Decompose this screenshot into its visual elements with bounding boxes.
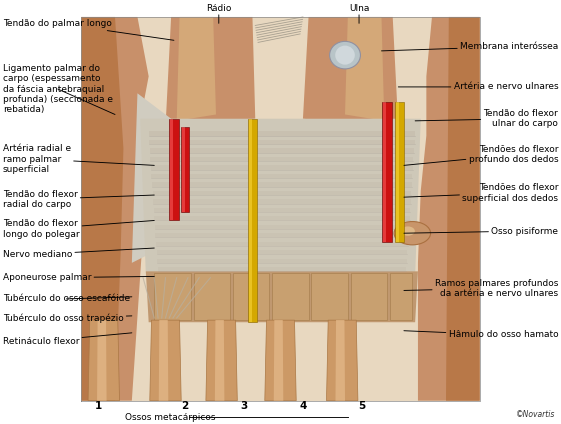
Polygon shape [97, 320, 107, 401]
Polygon shape [327, 320, 358, 401]
Bar [155, 233, 408, 237]
Text: Tendões do flexor
superficial dos dedos: Tendões do flexor superficial dos dedos [404, 183, 558, 203]
Bar [149, 140, 415, 144]
Bar [351, 273, 387, 320]
Text: Nervo mediano: Nervo mediano [3, 248, 154, 259]
Text: Hâmulo do osso hamato: Hâmulo do osso hamato [404, 330, 558, 340]
Polygon shape [140, 119, 421, 276]
Polygon shape [443, 17, 480, 401]
Text: 5: 5 [358, 401, 365, 411]
Polygon shape [215, 320, 224, 401]
Polygon shape [81, 17, 151, 401]
Polygon shape [418, 17, 480, 401]
Text: 4: 4 [299, 401, 307, 411]
Text: Tendão do palmar longo: Tendão do palmar longo [3, 19, 174, 40]
Bar [153, 191, 411, 195]
Polygon shape [81, 17, 123, 401]
Text: 2: 2 [182, 401, 188, 411]
Polygon shape [335, 320, 345, 401]
Text: 1: 1 [95, 401, 102, 411]
Polygon shape [177, 17, 216, 121]
Text: Ramos palmares profundos
da artéria e nervo ulnares: Ramos palmares profundos da artéria e ne… [404, 279, 558, 298]
Text: Tubérculo do osso trapézio: Tubérculo do osso trapézio [3, 313, 132, 323]
Text: Ulna: Ulna [349, 4, 369, 13]
Text: Tendões do flexor
profundo dos dedos: Tendões do flexor profundo dos dedos [404, 145, 558, 165]
Text: Tubérculo do osso escafóide: Tubérculo do osso escafóide [3, 294, 132, 304]
Bar [157, 250, 407, 254]
Polygon shape [88, 320, 119, 401]
Text: Tendão do flexor
longo do polegar: Tendão do flexor longo do polegar [3, 219, 154, 239]
Bar [169, 119, 179, 220]
Text: 3: 3 [241, 401, 247, 411]
Bar [154, 273, 191, 320]
Bar [395, 102, 404, 242]
Bar [382, 102, 392, 242]
Bar [150, 157, 413, 161]
Ellipse shape [401, 226, 415, 236]
Ellipse shape [394, 221, 431, 245]
Polygon shape [265, 320, 296, 401]
Polygon shape [303, 17, 398, 127]
Ellipse shape [335, 46, 355, 65]
Text: Membrana interóssea: Membrana interóssea [381, 42, 558, 51]
Text: Rádio: Rádio [206, 4, 232, 13]
Polygon shape [150, 320, 181, 401]
Bar [182, 127, 185, 212]
Bar [150, 148, 414, 153]
Text: Tendão do flexor
radial do carpo: Tendão do flexor radial do carpo [3, 190, 154, 209]
Bar [181, 127, 189, 212]
Bar [390, 273, 412, 320]
Polygon shape [165, 17, 255, 127]
Bar [151, 174, 412, 178]
Polygon shape [132, 93, 171, 263]
Polygon shape [345, 17, 384, 121]
Polygon shape [81, 17, 480, 401]
Bar [158, 267, 406, 271]
Bar [249, 119, 252, 322]
Ellipse shape [329, 42, 360, 69]
Bar [152, 182, 412, 187]
Text: Artéria e nervo ulnares: Artéria e nervo ulnares [398, 82, 558, 92]
Bar [155, 225, 409, 229]
Text: Aponeurose palmar: Aponeurose palmar [3, 273, 154, 282]
Bar [396, 102, 399, 242]
Bar [272, 273, 309, 320]
Bar [170, 119, 173, 220]
Bar [311, 273, 348, 320]
Bar [248, 119, 257, 322]
Polygon shape [274, 320, 283, 401]
Polygon shape [159, 320, 168, 401]
Polygon shape [146, 271, 418, 322]
Bar [154, 208, 410, 212]
Bar [233, 273, 269, 320]
Bar [154, 216, 410, 220]
Bar [151, 165, 413, 170]
Bar [383, 102, 386, 242]
Bar [156, 242, 408, 246]
Bar [194, 273, 230, 320]
Text: Tendão do flexor
ulnar do carpo: Tendão do flexor ulnar do carpo [415, 109, 558, 128]
Bar [149, 131, 415, 136]
Text: Osso pisiforme: Osso pisiforme [404, 226, 558, 236]
Bar [157, 259, 407, 263]
Bar [153, 199, 411, 204]
Text: Retináculo flexor: Retináculo flexor [3, 333, 132, 346]
Polygon shape [206, 320, 237, 401]
Text: Ossos metacárpicos: Ossos metacárpicos [125, 413, 215, 422]
Text: ©Novartis: ©Novartis [516, 410, 555, 419]
Text: Artéria radial e
ramo palmar
superficial: Artéria radial e ramo palmar superficial [3, 144, 154, 174]
Text: Ligamento palmar do
carpo (espessamento
da fáscia antebraquial
profunda) (seccio: Ligamento palmar do carpo (espessamento … [3, 64, 115, 114]
